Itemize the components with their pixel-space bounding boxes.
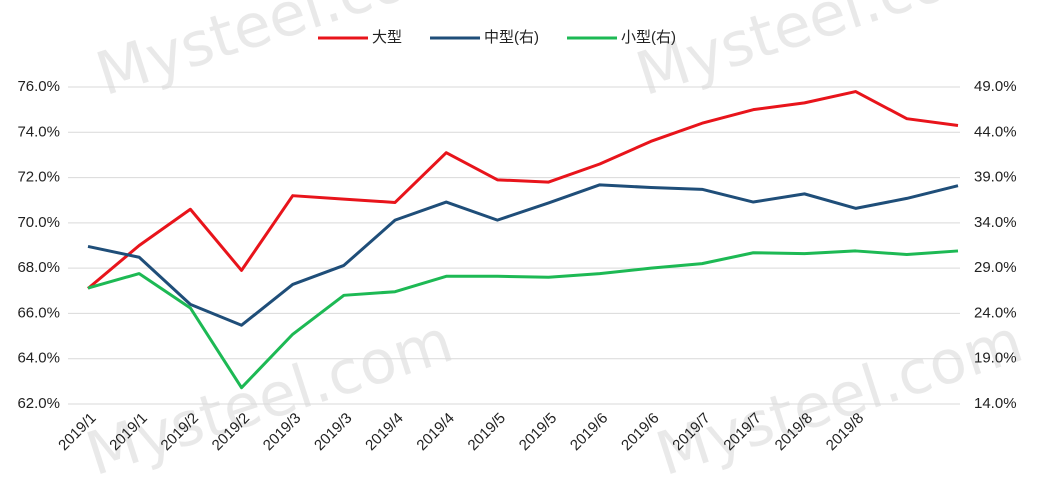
- y-tick-label: 68.0%: [17, 259, 60, 276]
- line-series: [87, 249, 959, 390]
- x-tick-label: 2019/4: [362, 410, 406, 454]
- y2-tick-label: 29.0%: [974, 259, 1017, 276]
- y2-tick-label: 44.0%: [974, 123, 1017, 140]
- y-tick-label: 72.0%: [17, 169, 60, 186]
- y-tick-label: 74.0%: [17, 123, 60, 140]
- x-tick-label: 2019/6: [567, 410, 611, 454]
- y-tick-label: 70.0%: [17, 214, 60, 231]
- watermark: Mysteel.com: [78, 306, 461, 490]
- y-tick-label: 62.0%: [17, 395, 60, 412]
- y2-tick-label: 39.0%: [974, 169, 1017, 186]
- legend-label: 小型(右): [621, 29, 676, 46]
- y-tick-label: 76.0%: [17, 78, 60, 95]
- y-tick-label: 64.0%: [17, 350, 60, 367]
- y2-tick-label: 19.0%: [974, 350, 1017, 367]
- x-tick-label: 2019/4: [413, 410, 457, 454]
- y2-tick-label: 24.0%: [974, 304, 1017, 321]
- y2-tick-label: 49.0%: [974, 78, 1017, 95]
- x-tick-label: 2019/5: [465, 410, 509, 454]
- y-tick-label: 66.0%: [17, 304, 60, 321]
- line-series: [87, 183, 959, 327]
- legend-label: 中型(右): [484, 29, 539, 46]
- y2-tick-label: 14.0%: [974, 395, 1017, 412]
- y2-tick-label: 34.0%: [974, 214, 1017, 231]
- legend-label: 大型: [372, 29, 402, 46]
- x-tick-label: 2019/5: [516, 410, 560, 454]
- watermark: Mysteel.com: [88, 0, 471, 110]
- watermark: Mysteel.com: [628, 0, 1011, 110]
- line-series: [87, 90, 959, 290]
